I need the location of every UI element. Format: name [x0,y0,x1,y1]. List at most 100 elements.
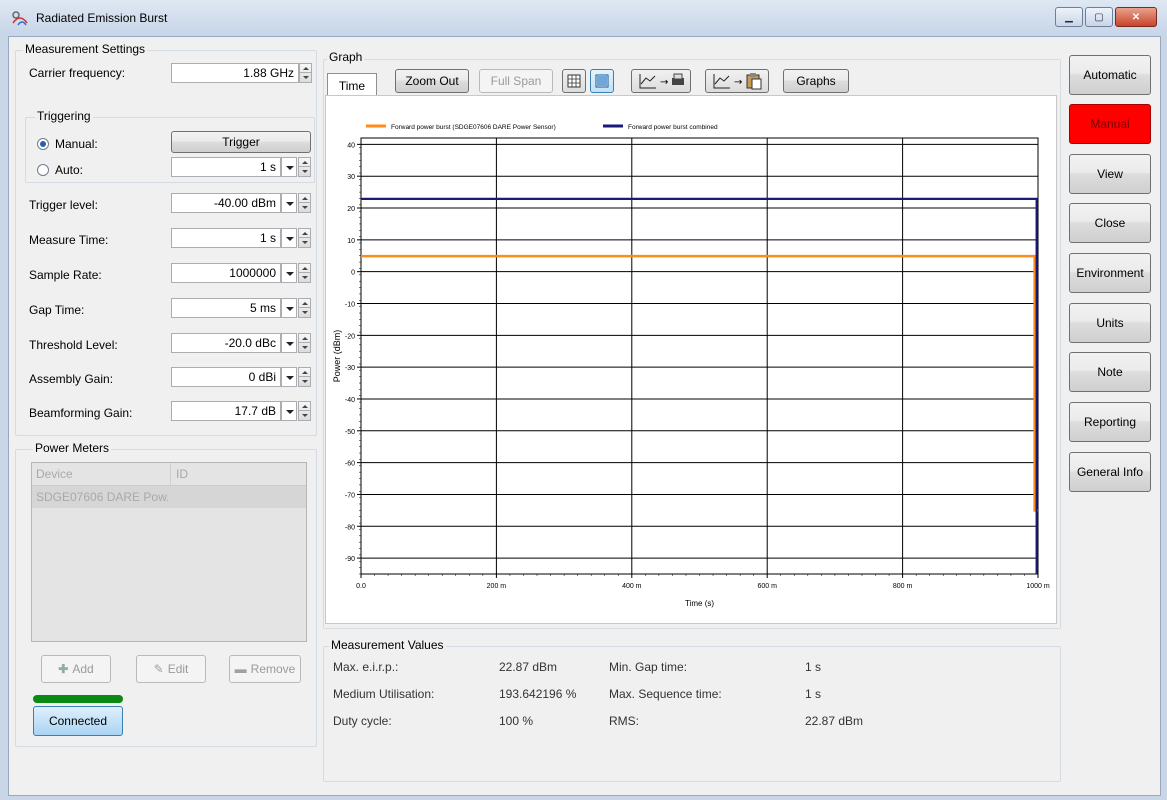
min-gap-time-value: 1 s [805,660,822,674]
auto-interval-input[interactable]: 1 s [171,157,281,177]
medium-utilisation-label: Medium Utilisation: [333,687,435,701]
maximize-button[interactable]: ▢ [1085,7,1113,27]
carrier-frequency-input[interactable]: 1.88 GHz [171,63,299,83]
environment-button[interactable]: Environment [1069,253,1151,293]
minus-icon: ▬ [234,662,247,676]
beamforming-gain-spinner[interactable] [298,401,311,421]
y-tick-label: 20 [347,206,355,213]
manual-button[interactable]: Manual [1069,104,1151,144]
plot-area [360,137,1039,575]
y-tick-label: 30 [347,174,355,181]
view-button[interactable]: View [1069,154,1151,194]
measure-time-input[interactable]: 1 s [171,228,281,248]
auto-interval-spinner[interactable] [298,157,311,177]
measure-time-spinner[interactable] [298,228,311,248]
legend-toggle-button[interactable] [590,69,614,93]
threshold-level-input[interactable]: -20.0 dBc [171,333,281,353]
x-tick-label: 1000 m [1026,583,1050,590]
y-tick-label: -20 [345,333,355,340]
carrier-frequency-label: Carrier frequency: [29,66,126,80]
units-button[interactable]: Units [1069,303,1151,343]
min-gap-time-label: Min. Gap time: [609,660,688,674]
assembly-gain-spinner[interactable] [298,367,311,387]
manual-radio[interactable] [37,138,49,150]
threshold-level-dropdown[interactable] [281,333,297,353]
measure-time-dropdown[interactable] [281,228,297,248]
general-info-button[interactable]: General Info [1069,452,1151,492]
trigger-level-spinner[interactable] [298,193,311,213]
power-meter-row[interactable]: SDGE07606 DARE Pow... [32,486,306,508]
graphs-button[interactable]: Graphs [783,69,849,93]
y-tick-label: -80 [345,524,355,531]
power-meters-title: Power Meters [33,441,112,455]
gap-time-spinner[interactable] [298,298,311,318]
x-axis-label: Time (s) [685,599,714,608]
auto-interval-dropdown[interactable] [281,157,297,177]
legend-label-1: Forward power burst (SDGE07606 DARE Powe… [391,124,556,131]
title-bar: Radiated Emission Burst ▁ ▢ ✕ [0,0,1167,36]
beamforming-gain-input[interactable]: 17.7 dB [171,401,281,421]
measurement-settings-frame [15,50,317,436]
power-time-chart[interactable]: 0.0 200 m 400 m 600 m 800 m 1000 m 40 30 20 10 0 -1… [325,95,1057,624]
zoom-out-button[interactable]: Zoom Out [395,69,469,93]
automatic-button[interactable]: Automatic [1069,55,1151,95]
assembly-gain-input[interactable]: 0 dBi [171,367,281,387]
close-window-button[interactable]: ✕ [1115,7,1157,27]
trigger-button[interactable]: Trigger [171,131,311,153]
threshold-level-spinner[interactable] [298,333,311,353]
plus-icon: ✚ [58,662,69,676]
close-button[interactable]: Close [1069,203,1151,243]
minimize-icon: ▁ [1065,11,1073,23]
gap-time-input[interactable]: 5 ms [171,298,281,318]
max-eirp-value: 22.87 dBm [499,660,558,674]
print-graph-button[interactable]: → [631,69,691,93]
window-title: Radiated Emission Burst [36,11,168,25]
sample-rate-spinner[interactable] [298,263,311,283]
note-button[interactable]: Note [1069,352,1151,392]
copy-graph-button[interactable]: → [705,69,769,93]
power-meters-list[interactable]: Device ID SDGE07606 DARE Pow... [31,462,307,642]
beamforming-gain-dropdown[interactable] [281,401,297,421]
power-meters-list-header: Device ID [32,463,306,486]
id-column-header[interactable]: ID [176,467,188,481]
sample-rate-input[interactable]: 1000000 [171,263,281,283]
tab-time[interactable]: Time [327,73,377,97]
main-client-area: Measurement Settings Carrier frequency: … [8,36,1161,796]
sample-rate-dropdown[interactable] [281,263,297,283]
auto-radio-label: Auto: [55,163,84,177]
edit-button-label: Edit [167,662,189,676]
remove-power-meter-button[interactable]: ▬ Remove [229,655,301,683]
radiation-app-icon [12,11,28,26]
trigger-level-dropdown[interactable] [281,193,297,213]
panel-icon [595,74,609,88]
y-tick-label: -70 [345,492,355,499]
svg-text:→: → [660,77,668,88]
close-icon: ✕ [1131,11,1141,23]
measure-time-label: Measure Time: [29,233,109,247]
full-span-button[interactable]: Full Span [479,69,553,93]
series-line-2 [361,197,1038,574]
auto-radio[interactable] [37,164,49,176]
svg-text:→: → [734,77,742,88]
y-tick-label: 0 [351,270,355,277]
gap-time-dropdown[interactable] [281,298,297,318]
carrier-frequency-spinner[interactable] [299,63,312,83]
manual-radio-label: Manual: [55,137,98,151]
assembly-gain-label: Assembly Gain: [29,372,114,386]
medium-utilisation-value: 193.642196 % [499,687,577,701]
x-tick-label: 800 m [893,583,913,590]
trigger-level-input[interactable]: -40.00 dBm [171,193,281,213]
grid-toggle-button[interactable] [562,69,586,93]
rms-label: RMS: [609,714,639,728]
max-sequence-time-label: Max. Sequence time: [609,687,722,701]
reporting-button[interactable]: Reporting [1069,402,1151,442]
measurement-values-frame [323,646,1061,782]
y-tick-label: -10 [345,301,355,308]
edit-power-meter-button[interactable]: ✎ Edit [136,655,206,683]
connected-button[interactable]: Connected [33,706,123,736]
device-column-header[interactable]: Device [36,467,73,481]
rms-value: 22.87 dBm [805,714,864,728]
assembly-gain-dropdown[interactable] [281,367,297,387]
add-power-meter-button[interactable]: ✚ Add [41,655,111,683]
minimize-button[interactable]: ▁ [1055,7,1083,27]
